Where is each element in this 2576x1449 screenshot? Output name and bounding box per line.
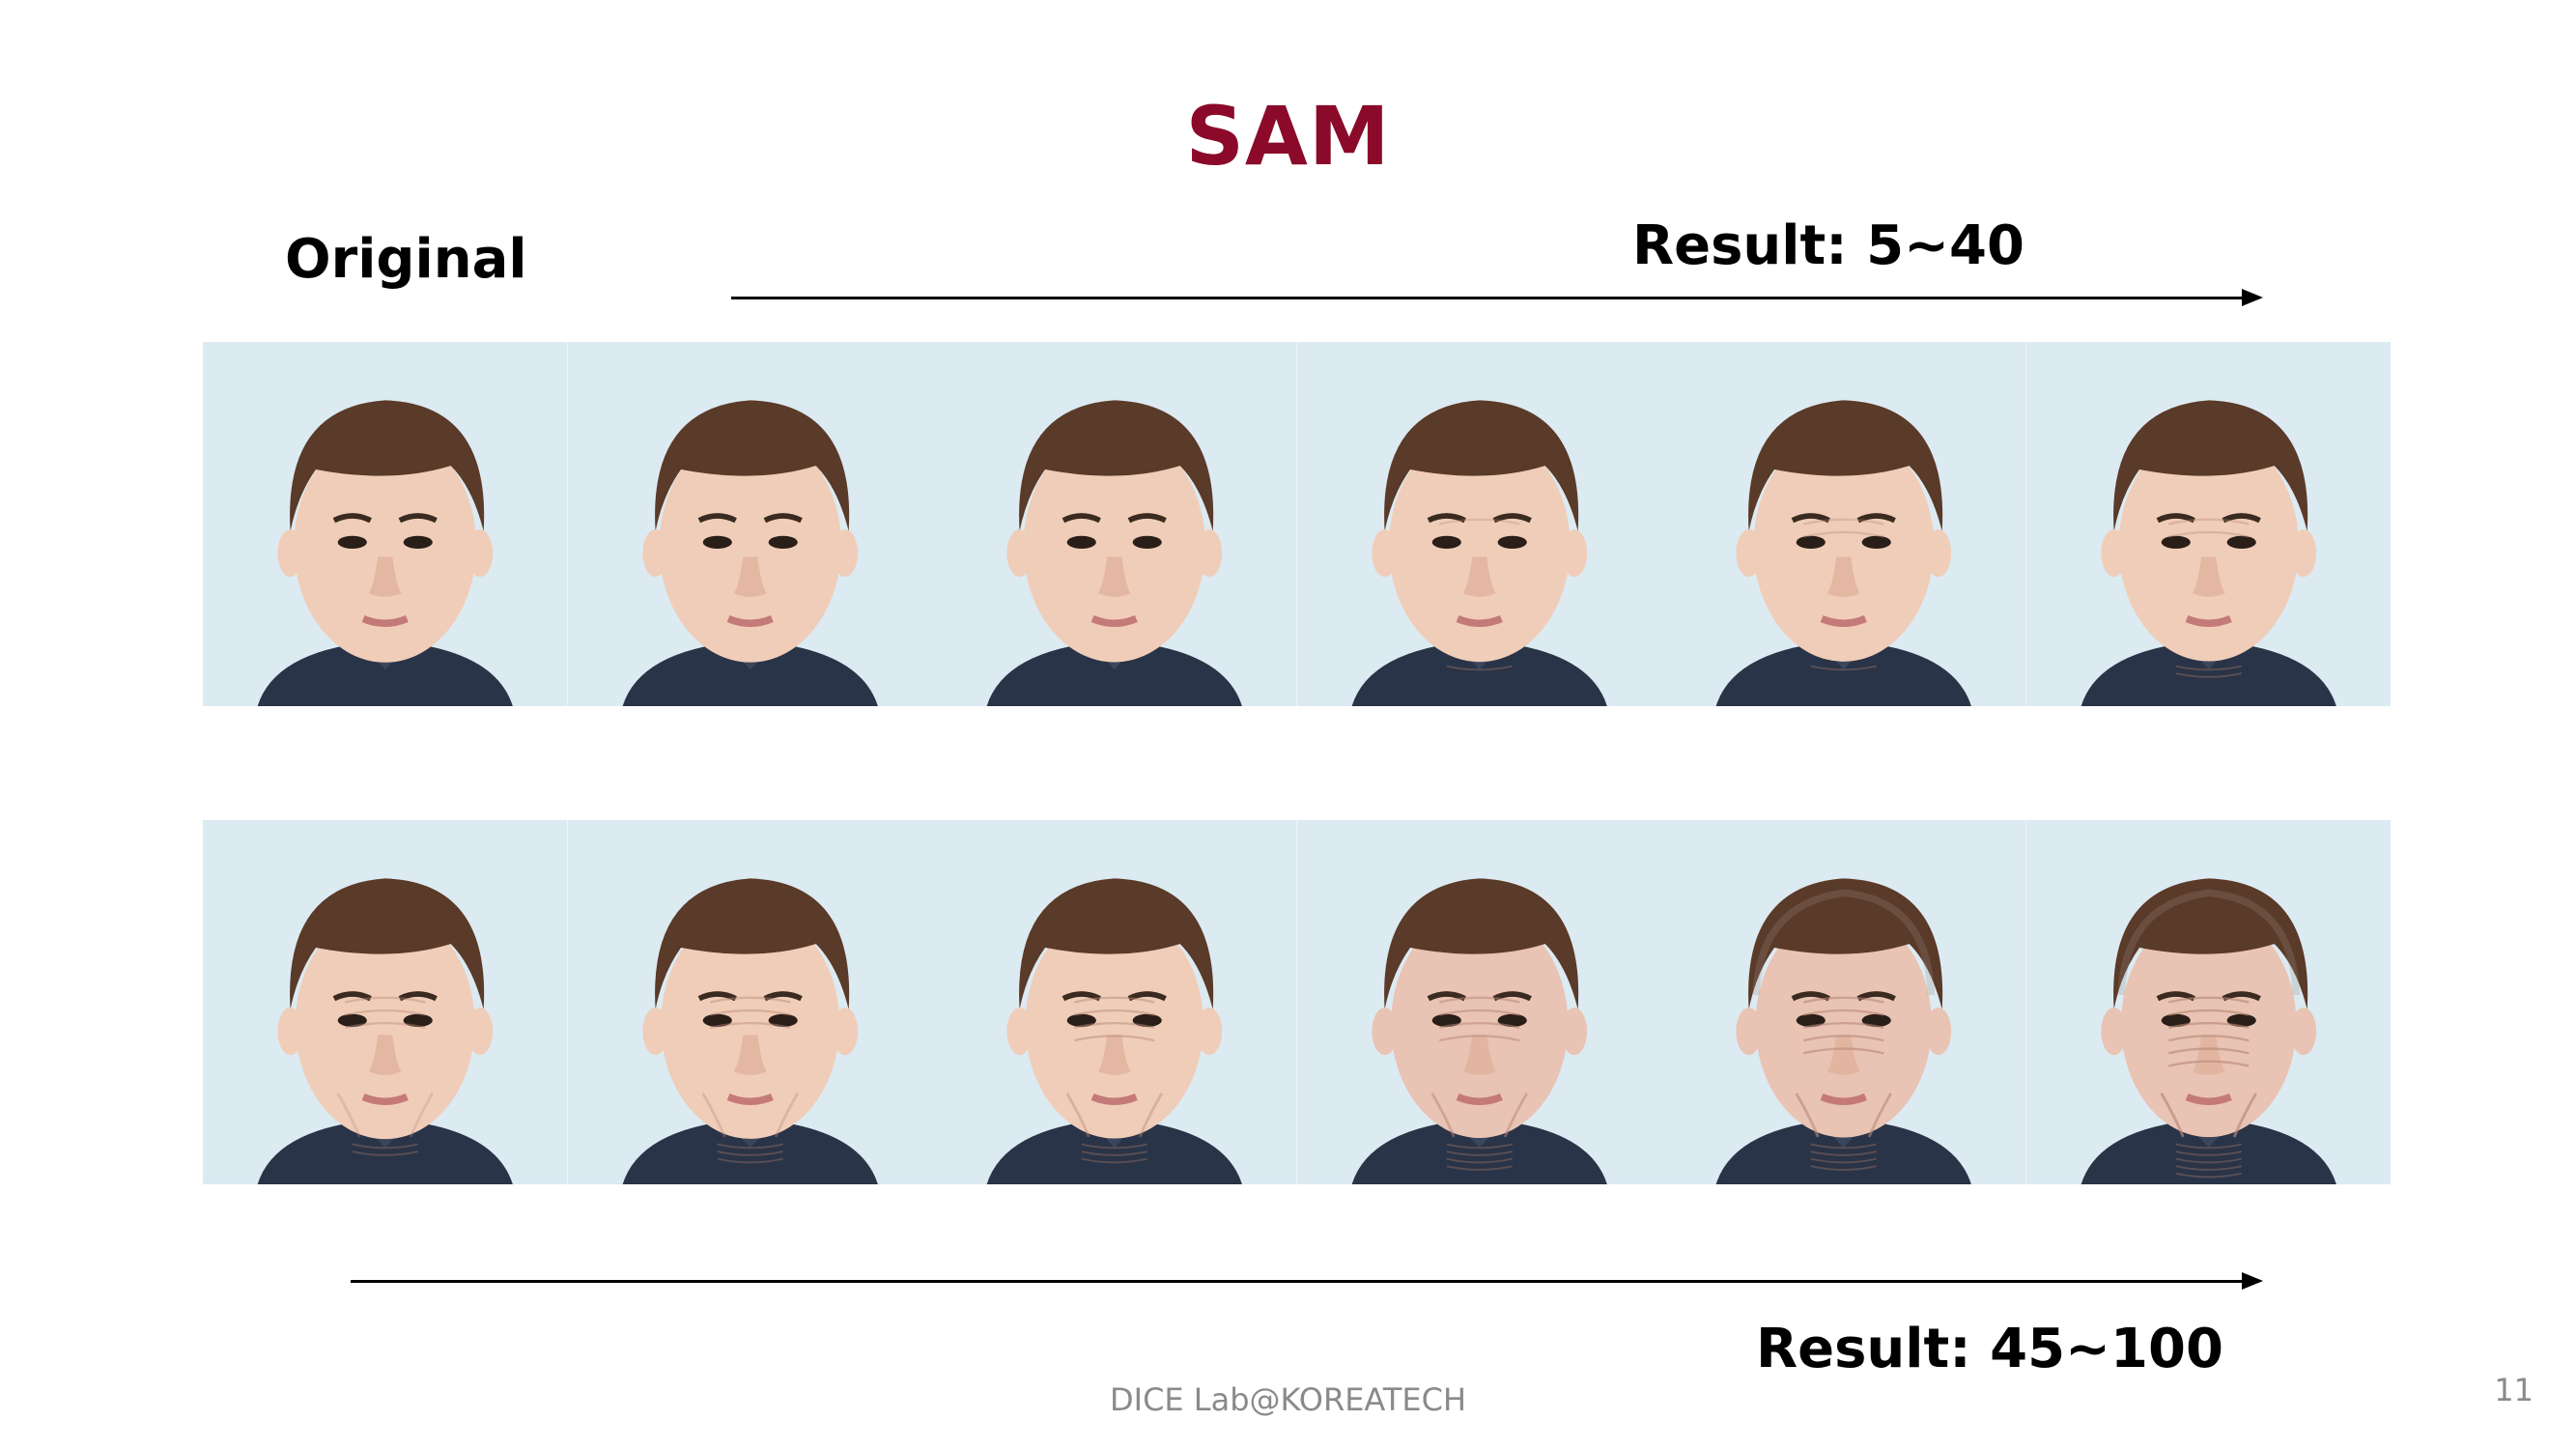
aged-face-image [2025, 342, 2391, 706]
top-arrow [731, 289, 2263, 306]
aged-face-image [1296, 342, 1661, 706]
aged-face-image [932, 342, 1297, 706]
aged-face-image [203, 820, 568, 1184]
aged-face-image [932, 820, 1297, 1184]
face-row-bottom [203, 820, 2391, 1184]
aged-face-image [1661, 342, 2026, 706]
aged-face-image [567, 820, 932, 1184]
face-row-top [203, 342, 2391, 706]
original-face-image [203, 342, 568, 706]
page-number: 11 [2494, 1372, 2534, 1408]
footer-text: DICE Lab@KOREATECH [1109, 1381, 1466, 1418]
aged-face-image [1661, 820, 2026, 1184]
bottom-result-label: Result: 45~100 [1756, 1318, 2223, 1380]
aged-face-image [1296, 820, 1661, 1184]
top-result-label: Result: 5~40 [1632, 214, 2024, 277]
slide-title: SAM [1185, 89, 1391, 184]
aged-face-image [567, 342, 932, 706]
bottom-arrow [351, 1272, 2263, 1290]
original-label: Original [285, 228, 527, 291]
aged-face-image [2025, 820, 2391, 1184]
